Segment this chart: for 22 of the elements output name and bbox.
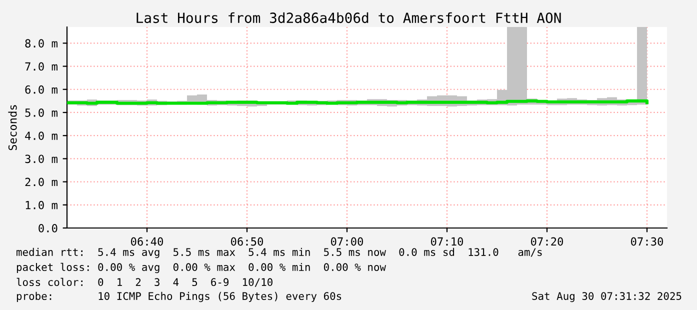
y-tick-label: 7.0 m <box>25 62 58 71</box>
x-tick-label: 07:00 <box>331 237 364 246</box>
x-tick-label: 07:30 <box>631 237 664 246</box>
y-tick-label: 2.0 m <box>25 178 58 186</box>
chart-title: Last Hours from 3d2a86a4b06d to Amersfoort FttH AON <box>136 12 561 24</box>
x-tick-label: 06:40 <box>131 237 164 246</box>
x-tick-label: 07:20 <box>531 237 564 246</box>
y-tick-label: 8.0 m <box>25 39 58 48</box>
x-tick-label: 06:50 <box>231 237 264 246</box>
text: Sat Aug 30 07:31:32 2025 <box>532 292 682 302</box>
y-tick-label: 0.0 <box>38 224 58 232</box>
y-axis-title: Seconds <box>8 105 17 150</box>
x-tick-label: 07:10 <box>431 237 464 246</box>
y-tick-label: 1.0 m <box>26 200 58 210</box>
text: loss color: 0 1 2 3 4 5 6-9 10/10 <box>16 278 272 287</box>
text: median rtt: 5.4 ms avg 5.5 ms max 5.4 ms min 5.5 ms now 0.0 ms sd 131.0 am/s <box>16 248 542 258</box>
y-tick-label: 5.0 m <box>25 108 58 117</box>
y-tick-label: 6.0 m <box>25 85 58 94</box>
text: probe: 10 ICMP Echo Pings (56 Bytes) every 60s <box>16 292 342 302</box>
text: packet loss: 0.00 % avg 0.00 % max 0.00 % min 0.00 % now <box>16 262 386 274</box>
y-tick-label: 3.0 m <box>25 154 58 164</box>
y-tick-label: 4.0 m <box>25 132 58 140</box>
